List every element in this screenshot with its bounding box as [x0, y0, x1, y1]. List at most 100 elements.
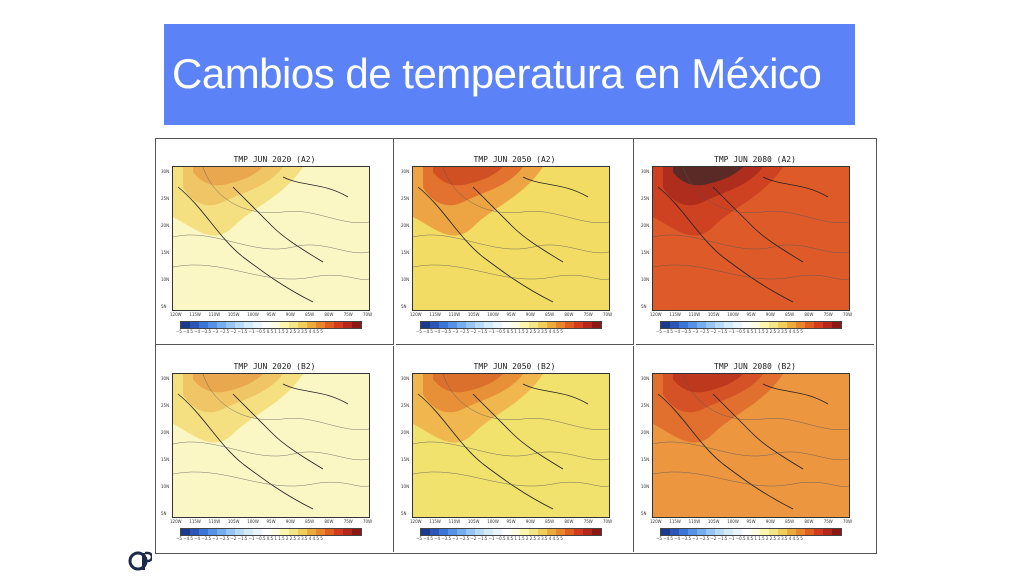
lat-tick-label: 5N [161, 511, 167, 516]
lon-tick-label: 105W [707, 312, 720, 317]
lon-tick-label: 80W [564, 519, 574, 524]
panel-title: TMP JUN 2080 (B2) [714, 362, 796, 371]
lon-tick-label: 100W [727, 519, 739, 524]
lon-tick-label: 75W [823, 312, 833, 317]
panel-title: TMP JUN 2050 (B2) [473, 362, 556, 371]
lon-tick-label: 85W [305, 519, 315, 524]
lon-tick-label: 110W [208, 312, 221, 317]
colorbar [180, 528, 362, 536]
lat-tick-label: 20N [641, 430, 650, 435]
lat-tick-label: 30N [401, 169, 410, 174]
lat-tick-label: 20N [161, 223, 170, 228]
panel-title: TMP JUN 2020 (A2) [233, 155, 316, 164]
lat-tick-label: 30N [161, 169, 170, 174]
lon-tick-label: 75W [343, 312, 353, 317]
temperature-map [652, 373, 850, 518]
lon-tick-label: 115W [429, 519, 441, 524]
lat-tick-label: 25N [401, 196, 410, 201]
lon-tick-label: 100W [487, 519, 499, 524]
lon-tick-label: 80W [324, 312, 334, 317]
colorbar-labels: −5 −4.5 −4 −3.5 −3 −2.5 −2 −1.5 −1 −0.5 … [656, 329, 803, 334]
lat-tick-label: 5N [641, 511, 647, 516]
map-panel: TMP JUN 2050 (B2) 30N 25N 20N 15N 10N 5N 120W 11… [396, 346, 634, 552]
lon-tick-label: 95W [506, 312, 516, 317]
lon-tick-label: 105W [467, 312, 480, 317]
lon-tick-label: 100W [247, 312, 259, 317]
lon-tick-label: 120W [170, 312, 182, 317]
lat-tick-label: 25N [641, 403, 650, 408]
lon-tick-label: 120W [650, 519, 662, 524]
temperature-map [652, 166, 850, 311]
lon-tick-label: 80W [324, 519, 334, 524]
lon-tick-label: 95W [746, 312, 756, 317]
lat-tick-label: 5N [641, 304, 647, 309]
lat-tick-label: 15N [161, 250, 170, 255]
lon-tick-label: 115W [189, 519, 201, 524]
lon-tick-label: 100W [487, 312, 499, 317]
lon-tick-label: 85W [785, 312, 795, 317]
lat-tick-label: 25N [161, 196, 170, 201]
lon-tick-label: 80W [804, 312, 814, 317]
colorbar [420, 528, 602, 536]
map-panels-grid: TMP JUN 2020 (A2) 30N 25N 20N 15N 10N 5N 120W 11… [155, 138, 877, 554]
colorbar-labels: −5 −4.5 −4 −3.5 −3 −2.5 −2 −1.5 −1 −0.5 … [416, 329, 563, 334]
lon-tick-label: 70W [363, 312, 373, 317]
lat-tick-label: 5N [401, 304, 407, 309]
lon-tick-label: 80W [564, 312, 574, 317]
lon-tick-label: 95W [266, 519, 276, 524]
lon-tick-label: 105W [707, 519, 720, 524]
lon-tick-label: 70W [843, 519, 853, 524]
lon-tick-label: 70W [603, 312, 613, 317]
lon-tick-label: 90W [525, 312, 535, 317]
lat-tick-label: 15N [401, 250, 410, 255]
lon-tick-label: 95W [266, 312, 276, 317]
lon-tick-label: 70W [363, 519, 373, 524]
lat-tick-label: 20N [401, 223, 410, 228]
lat-tick-label: 5N [401, 511, 407, 516]
lon-tick-label: 70W [843, 312, 853, 317]
lat-tick-label: 20N [641, 223, 650, 228]
lon-tick-label: 105W [467, 519, 480, 524]
temperature-map [172, 166, 370, 311]
map-panel: TMP JUN 2020 (A2) 30N 25N 20N 15N 10N 5N 120W 11… [156, 139, 394, 345]
lat-tick-label: 10N [161, 484, 170, 489]
lat-tick-label: 30N [641, 376, 650, 381]
lat-tick-label: 15N [641, 457, 650, 462]
lon-tick-label: 70W [603, 519, 613, 524]
lon-tick-label: 90W [285, 312, 295, 317]
lat-tick-label: 25N [401, 403, 410, 408]
map-panel: TMP JUN 2020 (B2) 30N 25N 20N 15N 10N 5N 120W 11… [156, 346, 394, 552]
temperature-map [412, 373, 610, 518]
lon-tick-label: 115W [189, 312, 201, 317]
lat-tick-label: 10N [401, 484, 410, 489]
temperature-map [172, 373, 370, 518]
map-panel: TMP JUN 2050 (A2) 30N 25N 20N 15N 10N 5N 120W 11… [396, 139, 634, 345]
colorbar-labels: −5 −4.5 −4 −3.5 −3 −2.5 −2 −1.5 −1 −0.5 … [656, 536, 803, 541]
colorbar-labels: −5 −4.5 −4 −3.5 −3 −2.5 −2 −1.5 −1 −0.5 … [176, 536, 323, 541]
lat-tick-label: 15N [641, 250, 650, 255]
slide-title: Cambios de temperatura en México [172, 50, 822, 97]
lon-tick-label: 95W [506, 519, 516, 524]
lat-tick-label: 30N [401, 376, 410, 381]
lat-tick-label: 20N [401, 430, 410, 435]
lat-tick-label: 30N [161, 376, 170, 381]
lon-tick-label: 85W [545, 312, 555, 317]
lon-tick-label: 100W [247, 519, 259, 524]
map-panel: TMP JUN 2080 (B2) 30N 25N 20N 15N 10N 5N 120W 11… [636, 346, 874, 552]
lat-tick-label: 25N [161, 403, 170, 408]
lon-tick-label: 75W [823, 519, 833, 524]
lon-tick-label: 110W [688, 312, 701, 317]
lat-tick-label: 15N [401, 457, 410, 462]
cp-logo-icon [128, 551, 152, 571]
lon-tick-label: 115W [669, 312, 681, 317]
lon-tick-label: 105W [227, 312, 240, 317]
lat-tick-label: 10N [641, 277, 650, 282]
lat-tick-label: 30N [641, 169, 650, 174]
lon-tick-label: 120W [410, 312, 422, 317]
lon-tick-label: 110W [448, 519, 461, 524]
lat-tick-label: 25N [641, 196, 650, 201]
lon-tick-label: 75W [343, 519, 353, 524]
colorbar-labels: −5 −4.5 −4 −3.5 −3 −2.5 −2 −1.5 −1 −0.5 … [416, 536, 563, 541]
colorbar [660, 528, 842, 536]
lat-tick-label: 15N [161, 457, 170, 462]
